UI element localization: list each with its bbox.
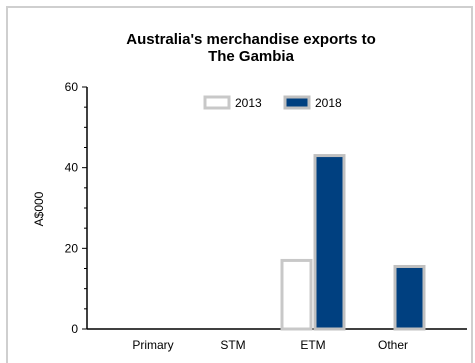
bar-2018-etm	[313, 154, 346, 331]
y-tick-label: 20	[65, 241, 79, 255]
legend-swatch-2018	[283, 95, 311, 110]
x-tick-label: Primary	[132, 338, 173, 352]
legend-label-2018: 2018	[315, 96, 342, 110]
legend-label-2013: 2013	[235, 96, 262, 110]
axes: 0 20 40 60 Primary STM ETM Other	[65, 80, 467, 352]
x-tick-label: ETM	[300, 338, 325, 352]
y-tick-label: 0	[71, 322, 78, 336]
chart-title-line-1: Australia's merchandise exports to	[126, 31, 376, 48]
legend: 2013 2018	[203, 95, 342, 110]
y-tick-label: 40	[65, 161, 79, 175]
chart-title-line-2: The Gambia	[208, 48, 295, 65]
bar-2013-etm	[280, 258, 313, 331]
bars	[280, 154, 426, 331]
x-tick-label: STM	[220, 338, 245, 352]
legend-swatch-2013	[203, 95, 231, 110]
y-tick-label: 60	[65, 80, 79, 94]
bar-2018-other	[393, 264, 426, 331]
x-tick-label: Other	[378, 338, 408, 352]
y-axis-label: A$000	[32, 191, 46, 226]
